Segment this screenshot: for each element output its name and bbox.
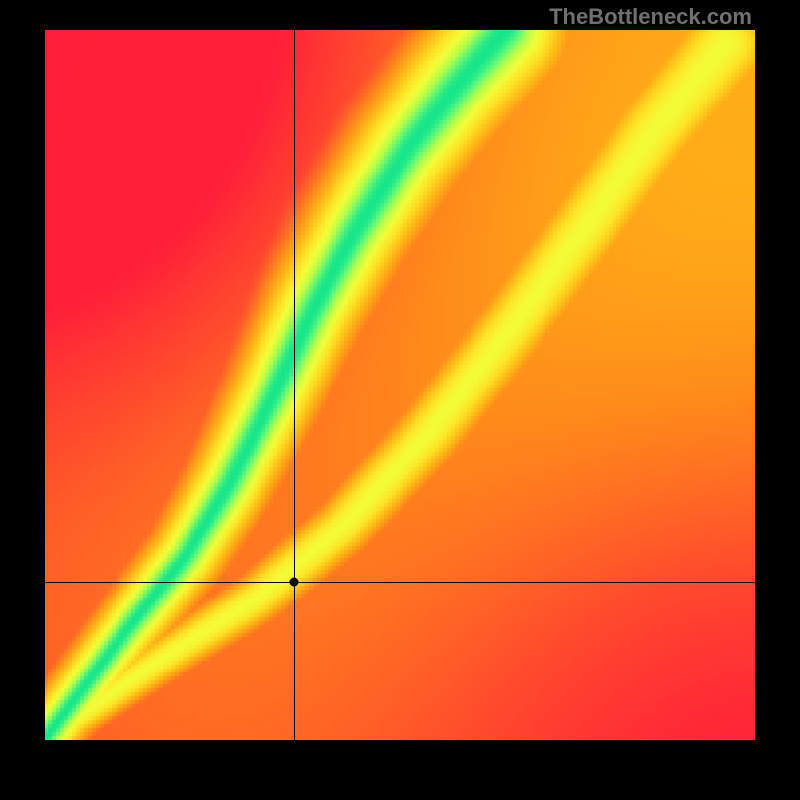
heatmap-plot [45, 30, 755, 740]
crosshair-horizontal [45, 582, 755, 583]
crosshair-vertical [294, 30, 295, 740]
watermark-text: TheBottleneck.com [549, 4, 752, 30]
marker-dot [289, 578, 298, 587]
heatmap-canvas [45, 30, 755, 740]
